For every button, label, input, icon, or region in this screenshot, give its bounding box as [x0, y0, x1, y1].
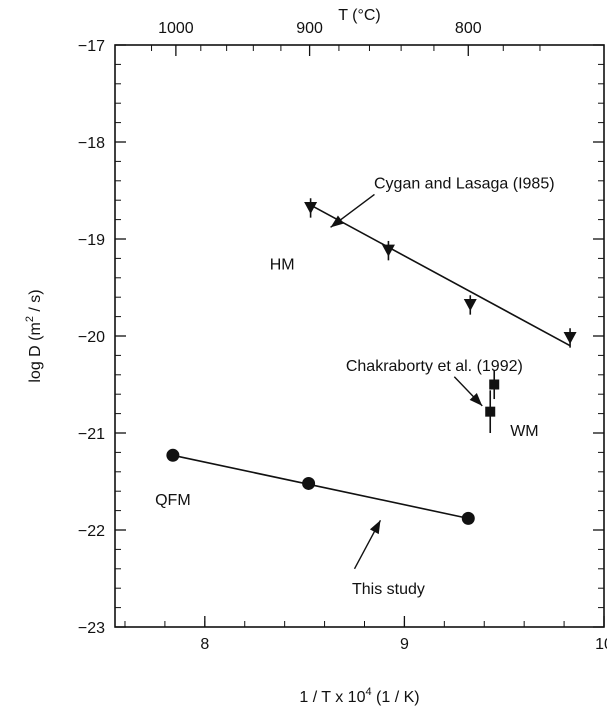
data-point [489, 379, 500, 390]
data-point [461, 511, 475, 525]
x-tick-label: 10 [595, 636, 607, 653]
y-tick-label: −19 [78, 232, 105, 249]
data-point [304, 201, 318, 214]
fit-line [172, 454, 469, 520]
x-tick-label: 8 [200, 636, 209, 653]
y-tick-label: −22 [78, 523, 105, 540]
data-point [463, 298, 477, 311]
top-tick-label: 1000 [158, 20, 194, 37]
annotation-label: This study [352, 581, 425, 598]
y-axis-title: log D (m2 / s) [24, 289, 44, 382]
y-tick-label: −21 [78, 426, 105, 443]
y-tick-label: −17 [78, 38, 105, 55]
y-tick-label: −20 [78, 329, 105, 346]
plot-frame [114, 44, 605, 628]
plot-area: −23 −22 −21 −20 −19 −18 −17 8 9 10 1000 900 800 T (°C… [24, 7, 607, 706]
arrow-head [369, 520, 381, 535]
annotation-label: HM [270, 256, 295, 273]
data-point [302, 476, 316, 490]
annotation-label: Cygan and Lasaga (I985) [374, 176, 555, 193]
y-tick-label: −23 [78, 620, 105, 637]
arrow-head [330, 215, 344, 228]
top-tick-label: 800 [455, 20, 482, 37]
x-tick-label: 9 [400, 636, 409, 653]
arrow-head [469, 392, 483, 406]
top-tick-label: 900 [296, 20, 323, 37]
annotation-label: WM [510, 423, 538, 440]
y-tick-label: −18 [78, 135, 105, 152]
x-axis-title: 1 / T x 104 (1 / K) [299, 686, 419, 706]
data-point [563, 331, 577, 344]
top-axis-title: T (°C) [338, 7, 381, 24]
annotation-label: Chakraborty et al. (1992) [346, 358, 523, 375]
fit-line [310, 204, 571, 347]
annotation-label: QFM [155, 492, 191, 509]
data-point [381, 244, 395, 257]
data-point [485, 406, 496, 417]
data-point [166, 448, 180, 462]
